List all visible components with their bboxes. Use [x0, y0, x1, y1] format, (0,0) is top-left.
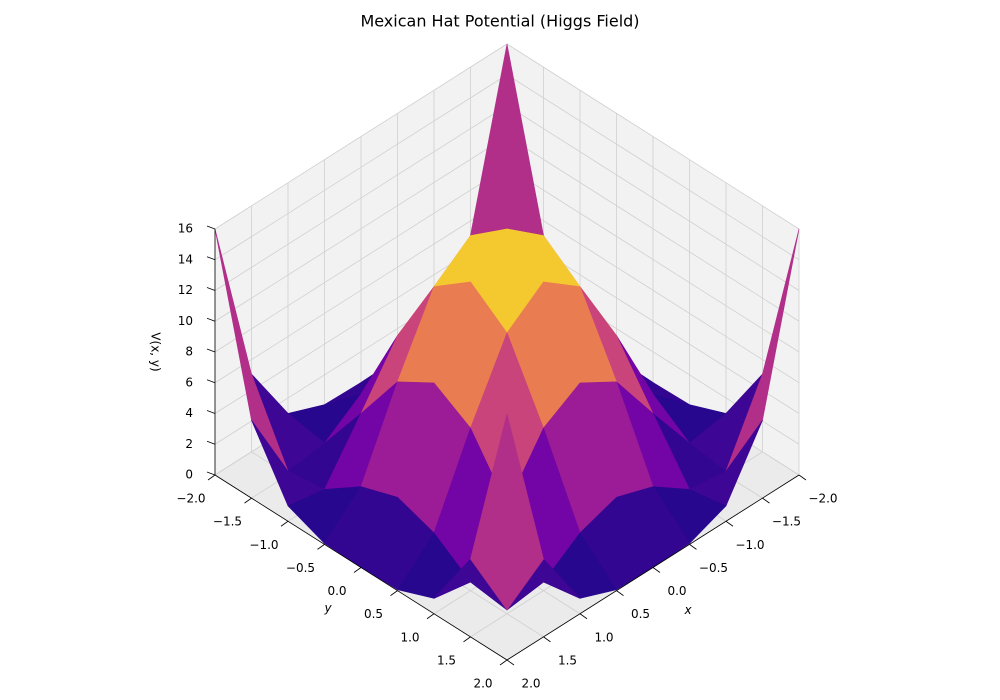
x-tick-label: −0.5	[699, 561, 728, 575]
x-axis-label: x	[683, 603, 692, 617]
x-tick	[506, 659, 515, 666]
z-tick	[206, 348, 216, 353]
x-tick	[725, 520, 734, 527]
grid-line	[214, 166, 508, 353]
z-axis-label: V(x, y)	[149, 332, 163, 371]
x-tick-label: 0.5	[631, 607, 650, 621]
grid-line	[506, 135, 800, 322]
y-tick	[463, 636, 471, 643]
grid-line	[214, 105, 508, 291]
y-tick-label: 0.0	[327, 584, 346, 598]
y-tick-label: 1.0	[400, 630, 419, 644]
y-tick-label: 0.5	[364, 607, 383, 621]
x-tick-label: −2.0	[808, 492, 837, 506]
z-tick	[206, 225, 216, 230]
z-tick-label: 2	[185, 437, 193, 451]
z-tick-label: 8	[185, 345, 193, 359]
z-tick-label: 12	[178, 283, 193, 297]
y-tick-label: −0.5	[286, 561, 315, 575]
y-axis-label: y	[323, 601, 332, 615]
grid-line	[214, 135, 508, 322]
z-tick	[206, 410, 216, 414]
grid-line	[506, 197, 800, 384]
grid-line	[506, 74, 800, 261]
z-tick-label: 14	[178, 252, 193, 266]
y-tick	[280, 520, 289, 527]
z-tick-label: 0	[185, 468, 193, 482]
x-tick-label: −1.5	[772, 515, 801, 529]
y-tick-label: 2.0	[473, 677, 492, 691]
z-tick	[206, 379, 216, 384]
z-tick	[206, 317, 216, 322]
z-tick	[206, 440, 216, 445]
x-tick-label: 2.0	[521, 677, 540, 691]
chart-title: Mexican Hat Potential (Higgs Field)	[360, 12, 639, 31]
x-tick	[616, 590, 624, 596]
y-tick-label: 1.5	[437, 653, 456, 667]
y-tick	[353, 567, 362, 573]
z-tick-label: 10	[178, 314, 193, 328]
y-tick	[244, 497, 252, 504]
grid-line	[214, 43, 508, 230]
y-tick-label: −1.0	[249, 538, 278, 552]
z-tick	[206, 471, 216, 476]
y-tick-label: −2.0	[176, 492, 205, 506]
z-tick	[206, 287, 216, 291]
y-tick	[426, 613, 435, 620]
z-tick-label: 6	[185, 375, 193, 389]
y-tick-label: −1.5	[213, 515, 242, 529]
z-tick-label: 16	[178, 222, 193, 236]
z-tick	[206, 256, 216, 261]
x-tick	[762, 497, 770, 504]
x-tick	[652, 567, 661, 573]
y-tick	[499, 659, 508, 666]
z-tick-label: 4	[185, 406, 193, 420]
y-tick	[390, 590, 398, 596]
grid-line	[506, 105, 800, 291]
x-tick	[543, 636, 551, 643]
x-tick-label: 1.0	[594, 630, 613, 644]
x-tick	[579, 613, 588, 620]
x-tick-label: −1.0	[735, 538, 764, 552]
y-tick	[207, 474, 216, 481]
grid-line	[214, 74, 508, 261]
grid-line	[214, 197, 508, 384]
grid-line	[506, 166, 800, 353]
surface-patch	[470, 413, 544, 611]
x-tick-label: 1.5	[558, 653, 577, 667]
x-tick	[798, 474, 807, 481]
grid-line	[506, 43, 800, 230]
y-tick	[317, 544, 325, 550]
x-tick	[689, 544, 697, 550]
x-tick-label: 0.0	[667, 584, 686, 598]
